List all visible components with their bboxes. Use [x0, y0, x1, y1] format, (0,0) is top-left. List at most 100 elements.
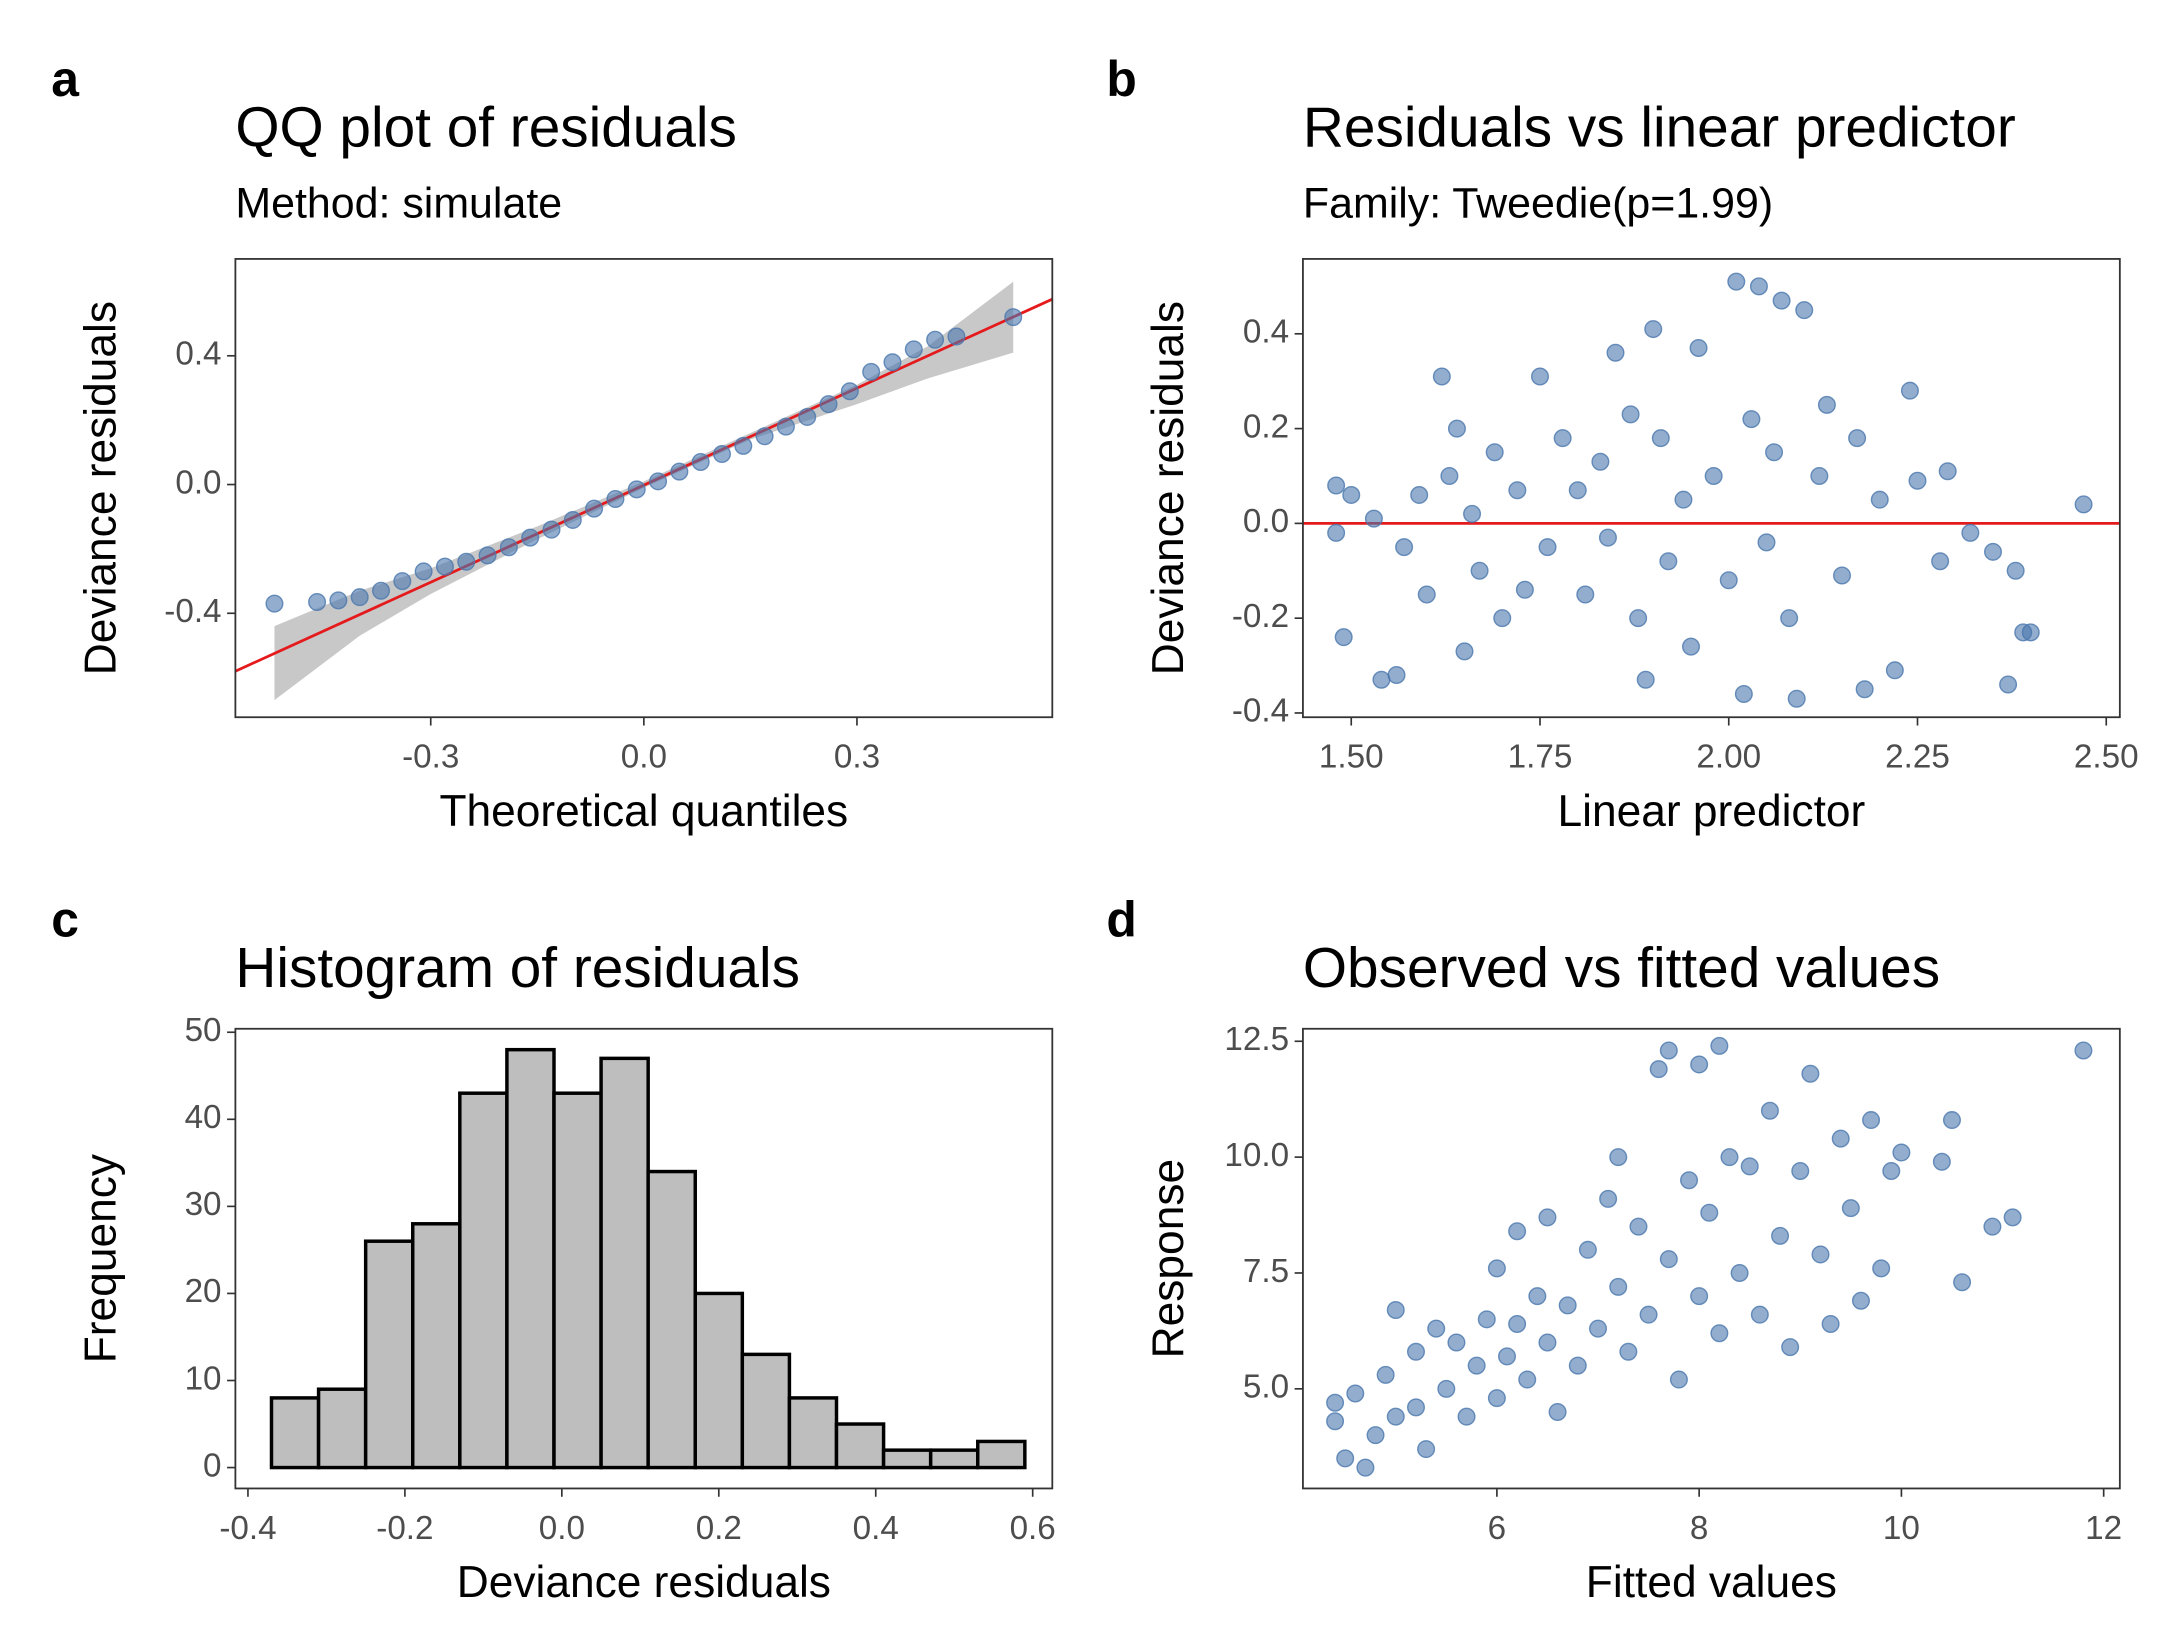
point [1749, 277, 1768, 296]
point [1832, 566, 1851, 585]
x-tick-label: 8 [1690, 1510, 1708, 1547]
plot-border [234, 258, 1054, 719]
point [1681, 637, 1700, 656]
point [1427, 1319, 1446, 1338]
point [1690, 1287, 1709, 1306]
chart-subtitle: Method: simulate [235, 180, 562, 228]
point [1730, 1263, 1749, 1282]
point [2074, 1041, 2093, 1060]
y-axis-title: Frequency [77, 1153, 126, 1363]
point [1760, 1101, 1779, 1120]
point [1487, 1389, 1506, 1408]
point [1609, 1277, 1628, 1296]
point [1983, 1217, 2002, 1236]
point [1457, 1407, 1476, 1426]
point [1447, 1333, 1466, 1352]
point [712, 444, 731, 463]
histogram-bar [458, 1091, 509, 1470]
point [1410, 485, 1429, 504]
point [1791, 1162, 1810, 1181]
histogram-bar [599, 1056, 650, 1470]
y-tick-label: 0.0 [1243, 503, 1289, 540]
point [2006, 561, 2025, 580]
point [1508, 481, 1527, 500]
point [1530, 367, 1549, 386]
y-tick-label: 7.5 [1243, 1253, 1289, 1290]
point [2003, 1208, 2022, 1227]
point [1734, 685, 1753, 704]
point [1548, 1402, 1567, 1421]
point [1432, 367, 1451, 386]
point [521, 528, 540, 547]
point [1589, 1319, 1608, 1338]
point [606, 490, 625, 509]
point [1636, 670, 1655, 689]
y-tick-label: 12.5 [1224, 1021, 1289, 1058]
point [1669, 1370, 1688, 1389]
point [1568, 481, 1587, 500]
point [2021, 623, 2040, 642]
plot-border [1302, 1027, 2121, 1490]
point [1437, 1379, 1456, 1398]
point [393, 572, 412, 591]
histogram-bar [881, 1448, 933, 1470]
point [1477, 1310, 1496, 1329]
chart-title: QQ plot of residuals [235, 97, 737, 160]
point [372, 581, 391, 600]
x-axis-title: Linear predictor [1557, 787, 1865, 836]
plot-background [1302, 258, 2120, 718]
x-tick-label: 2.25 [1885, 739, 1950, 776]
y-tick-label: -0.4 [164, 593, 221, 630]
x-tick-label: 2.50 [2074, 739, 2139, 776]
point [1742, 410, 1761, 429]
point [1376, 1365, 1395, 1384]
point [1649, 1060, 1668, 1079]
point [1518, 1370, 1537, 1389]
point [1680, 1171, 1699, 1190]
histogram-bar [505, 1047, 556, 1470]
point [734, 436, 753, 455]
point [1659, 1041, 1678, 1060]
point [1568, 1356, 1587, 1375]
point [1961, 523, 1980, 542]
point [1508, 1222, 1527, 1241]
point [1659, 552, 1678, 571]
point [1872, 1259, 1891, 1278]
point [1467, 1356, 1486, 1375]
x-tick-label: 6 [1488, 1510, 1506, 1547]
x-tick-label: 2.00 [1696, 739, 1761, 776]
histogram-bar [740, 1352, 792, 1470]
point [1720, 1148, 1739, 1167]
x-tick-label: 0.2 [696, 1510, 742, 1547]
point [2074, 495, 2093, 514]
histogram-bar [928, 1448, 980, 1470]
panel-letter: c [51, 892, 79, 948]
point [1606, 343, 1625, 362]
point [1772, 291, 1791, 310]
point [585, 499, 604, 518]
point [1406, 1342, 1425, 1361]
point [1848, 429, 1867, 448]
point [1538, 1333, 1557, 1352]
histogram-bar [552, 1091, 603, 1470]
panel-letter: b [1106, 51, 1136, 107]
plot-border [234, 1027, 1054, 1490]
x-tick-label: 0.4 [853, 1510, 899, 1547]
point [904, 340, 923, 359]
histogram-bar [787, 1396, 839, 1470]
point [1757, 533, 1776, 552]
point [1326, 1393, 1345, 1412]
point [1553, 429, 1572, 448]
point [1463, 504, 1482, 523]
point [862, 362, 881, 381]
y-tick-label: 40 [185, 1099, 222, 1136]
y-tick-label: -0.4 [1232, 693, 1289, 730]
point [649, 472, 668, 491]
point [1599, 1189, 1618, 1208]
y-axis-title: Deviance residuals [77, 301, 126, 675]
histogram-bar [411, 1222, 462, 1470]
point [1644, 320, 1663, 339]
chart-title: Observed vs fitted values [1303, 937, 1940, 1000]
point [265, 594, 284, 613]
